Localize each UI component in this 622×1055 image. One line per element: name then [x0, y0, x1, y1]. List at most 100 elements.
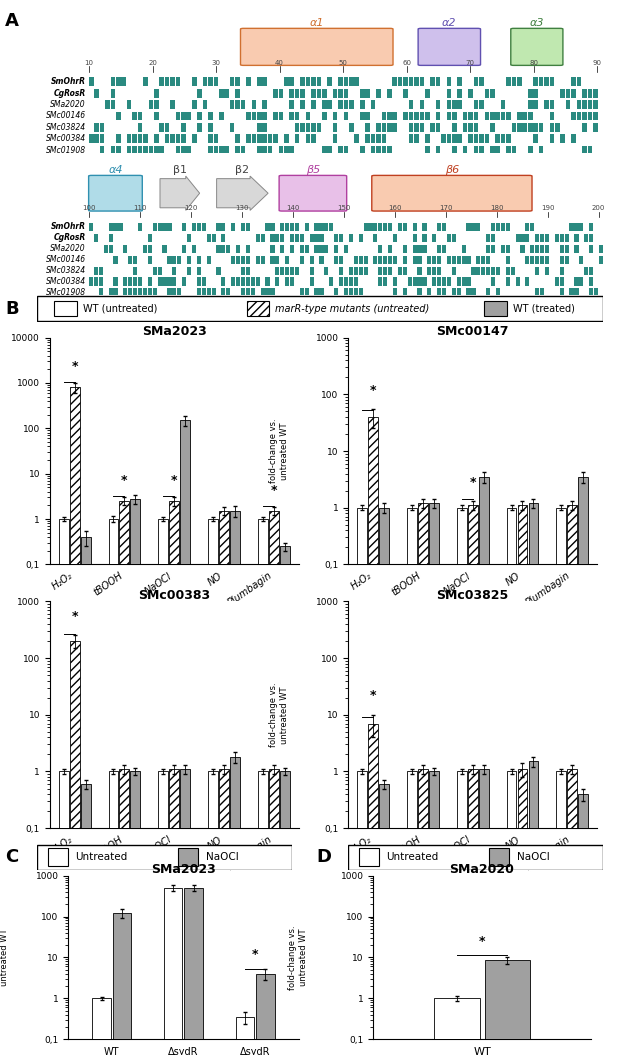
- Bar: [412, 277, 417, 286]
- Bar: [333, 112, 337, 120]
- Bar: [414, 123, 419, 132]
- Bar: [154, 146, 159, 154]
- Bar: [593, 112, 598, 120]
- Bar: [58, 771, 68, 1055]
- Bar: [226, 288, 230, 296]
- Bar: [241, 288, 245, 296]
- Bar: [486, 255, 490, 264]
- Bar: [409, 123, 413, 132]
- Bar: [197, 288, 201, 296]
- Bar: [529, 762, 539, 1055]
- Title: SMc00147: SMc00147: [437, 325, 509, 338]
- Bar: [261, 255, 265, 264]
- Bar: [535, 245, 539, 253]
- Bar: [157, 267, 162, 275]
- Bar: [109, 288, 113, 296]
- Bar: [290, 277, 294, 286]
- Bar: [511, 267, 515, 275]
- Bar: [289, 100, 294, 109]
- Bar: [170, 134, 175, 143]
- Bar: [279, 89, 283, 97]
- Bar: [376, 146, 381, 154]
- Bar: [521, 233, 524, 242]
- Bar: [197, 89, 202, 97]
- Bar: [246, 223, 250, 231]
- Bar: [447, 277, 451, 286]
- Bar: [468, 505, 478, 1055]
- Bar: [501, 134, 506, 143]
- Bar: [311, 89, 316, 97]
- Bar: [94, 233, 98, 242]
- Bar: [427, 255, 432, 264]
- Bar: [203, 100, 207, 109]
- Bar: [393, 277, 397, 286]
- Text: SMa2020: SMa2020: [50, 100, 86, 109]
- Bar: [422, 277, 427, 286]
- Text: *: *: [121, 475, 128, 487]
- Bar: [152, 267, 157, 275]
- Bar: [322, 112, 327, 120]
- Bar: [148, 277, 152, 286]
- Bar: [230, 123, 234, 132]
- Bar: [392, 77, 397, 87]
- Bar: [258, 771, 267, 1055]
- Bar: [162, 245, 167, 253]
- Bar: [393, 288, 397, 296]
- Bar: [187, 112, 191, 120]
- Bar: [246, 255, 250, 264]
- Bar: [89, 77, 93, 87]
- Text: SMc00146: SMc00146: [46, 255, 86, 264]
- Bar: [276, 277, 279, 286]
- Bar: [474, 77, 478, 87]
- Bar: [365, 123, 370, 132]
- Bar: [365, 112, 370, 120]
- Bar: [138, 277, 142, 286]
- Text: 80: 80: [529, 59, 539, 65]
- Bar: [300, 77, 305, 87]
- Bar: [116, 112, 121, 120]
- Bar: [311, 123, 316, 132]
- Bar: [211, 288, 216, 296]
- Text: *: *: [72, 360, 78, 373]
- Bar: [403, 245, 407, 253]
- Bar: [412, 223, 417, 231]
- Bar: [290, 245, 294, 253]
- FancyBboxPatch shape: [241, 28, 393, 65]
- FancyBboxPatch shape: [37, 844, 292, 869]
- Bar: [99, 288, 103, 296]
- Bar: [388, 267, 392, 275]
- Bar: [319, 288, 323, 296]
- Bar: [247, 302, 269, 316]
- Bar: [584, 267, 588, 275]
- Bar: [116, 146, 121, 154]
- Bar: [152, 223, 157, 231]
- Bar: [113, 914, 131, 1055]
- Bar: [289, 112, 294, 120]
- Bar: [550, 134, 554, 143]
- Bar: [230, 100, 234, 109]
- Bar: [588, 89, 592, 97]
- Bar: [334, 245, 338, 253]
- Bar: [436, 146, 440, 154]
- Bar: [276, 255, 279, 264]
- Bar: [588, 112, 592, 120]
- Bar: [452, 146, 457, 154]
- Bar: [108, 519, 118, 1055]
- Bar: [427, 267, 432, 275]
- Bar: [383, 223, 388, 231]
- Bar: [479, 477, 489, 1055]
- Bar: [432, 267, 437, 275]
- Bar: [491, 245, 495, 253]
- Bar: [589, 288, 593, 296]
- Bar: [360, 89, 364, 97]
- Bar: [344, 277, 348, 286]
- Bar: [496, 267, 500, 275]
- Bar: [388, 255, 392, 264]
- Bar: [526, 223, 529, 231]
- Bar: [261, 288, 265, 296]
- Bar: [256, 255, 260, 264]
- Text: SMc00384: SMc00384: [46, 134, 86, 143]
- Bar: [567, 505, 577, 1055]
- Bar: [407, 771, 417, 1055]
- Bar: [349, 288, 353, 296]
